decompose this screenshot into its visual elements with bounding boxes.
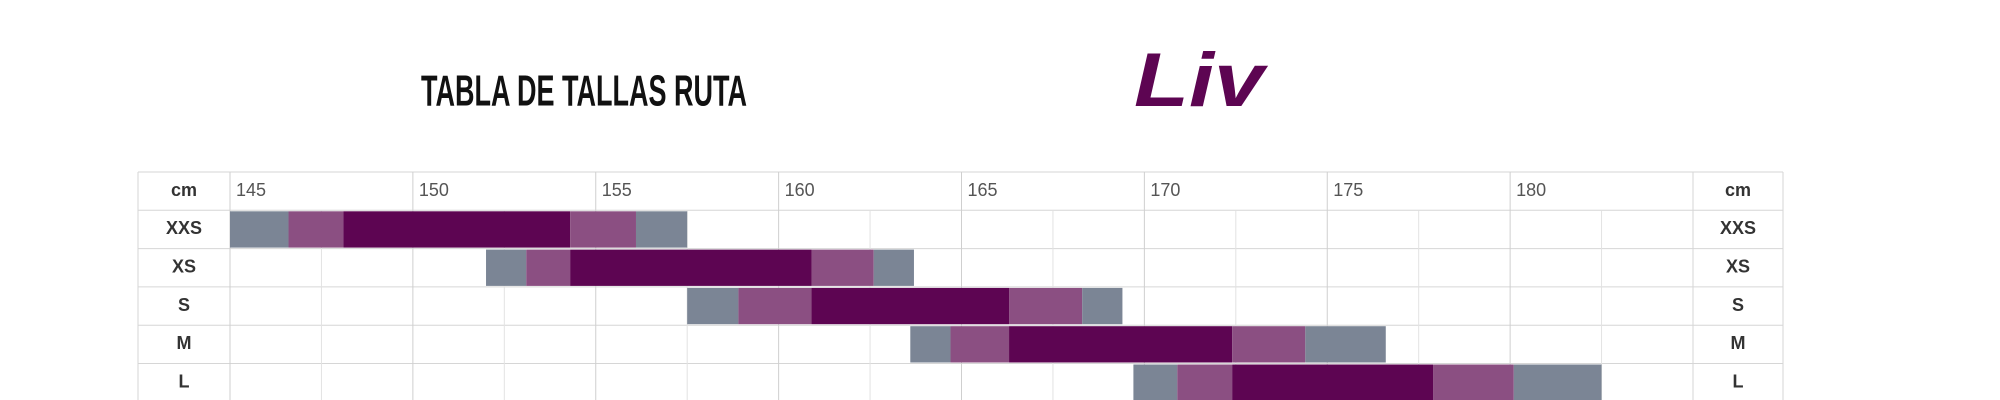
size-range-segment: [1009, 287, 1083, 325]
size-label: M: [177, 333, 192, 353]
size-range-segment: [811, 287, 1010, 325]
size-label: L: [1733, 371, 1744, 391]
x-tick-label: 160: [785, 180, 815, 200]
size-label: M: [1731, 333, 1746, 353]
brand-logo: Liv: [1134, 38, 1268, 123]
size-range-segment: [1133, 364, 1178, 400]
x-tick-label: 165: [968, 180, 998, 200]
size-range-segment: [570, 211, 636, 248]
size-range-segment: [1082, 287, 1123, 325]
size-range-segment: [950, 326, 1010, 363]
size-range-segment: [1513, 364, 1602, 400]
x-tick-label: 175: [1333, 180, 1363, 200]
size-label: XS: [1726, 257, 1750, 277]
x-tick-label: 170: [1150, 180, 1180, 200]
unit-label: cm: [171, 180, 197, 200]
size-range-segment: [738, 287, 812, 325]
size-range-segment: [570, 249, 812, 286]
size-range-segment: [486, 249, 527, 286]
size-range-segment: [1433, 364, 1514, 400]
size-range-segment: [343, 211, 571, 248]
size-range-segment: [811, 249, 874, 286]
size-range-segment: [1305, 326, 1386, 363]
x-tick-label: 145: [236, 180, 266, 200]
size-range-segment: [1009, 326, 1233, 363]
size-range-segment: [910, 326, 951, 363]
title: TABLA DE TALLAS RUTA: [421, 67, 747, 116]
x-tick-label: 150: [419, 180, 449, 200]
size-range-segment: [1232, 326, 1306, 363]
size-label: L: [179, 371, 190, 391]
size-range-segment: [687, 287, 739, 325]
size-range-segment: [1177, 364, 1233, 400]
size-label: XS: [172, 257, 196, 277]
size-label: XXS: [1720, 218, 1756, 238]
size-range-segment: [230, 211, 289, 248]
size-label: S: [1732, 295, 1744, 315]
size-range-segment: [1232, 364, 1434, 400]
size-label: XXS: [166, 218, 202, 238]
size-range-segment: [635, 211, 688, 248]
x-tick-label: 180: [1516, 180, 1546, 200]
size-range-segment: [526, 249, 571, 286]
size-label: S: [178, 295, 190, 315]
x-tick-label: 155: [602, 180, 632, 200]
size-range-segment: [873, 249, 914, 286]
unit-label: cm: [1725, 180, 1751, 200]
size-range-segment: [288, 211, 344, 248]
